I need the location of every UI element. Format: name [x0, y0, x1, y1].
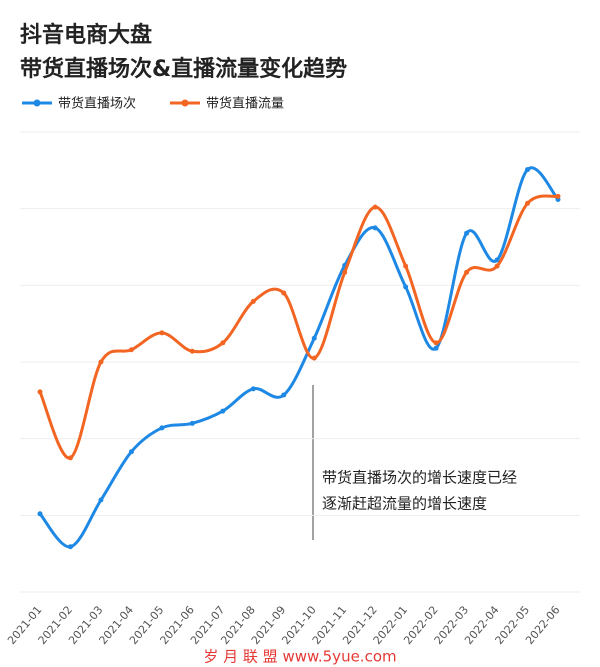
data-point	[311, 335, 317, 341]
data-point	[281, 290, 287, 296]
data-point	[98, 497, 104, 503]
footer-bg	[0, 645, 600, 667]
series-line	[38, 166, 560, 549]
data-point	[281, 392, 287, 398]
data-point	[525, 167, 531, 173]
annotation: 逐渐赶超流量的增长速度	[322, 495, 487, 513]
data-point	[403, 284, 409, 290]
data-point	[189, 420, 195, 426]
data-point	[250, 386, 256, 392]
data-point	[37, 511, 43, 517]
data-point	[372, 204, 378, 210]
data-point	[555, 193, 561, 199]
footer: 岁 月 联 盟 www.5yue.com	[203, 648, 396, 666]
data-point	[372, 225, 378, 231]
annotation: 带货直播场次的增长速度已经	[322, 469, 517, 487]
data-point	[37, 389, 43, 395]
data-point	[98, 359, 104, 365]
legend-dot	[181, 99, 189, 107]
legend-label: 带货直播场次	[58, 96, 136, 112]
data-point	[128, 347, 134, 353]
data-point	[403, 263, 409, 269]
legend-label: 带货直播流量	[206, 96, 284, 112]
series-line	[38, 194, 559, 460]
legend-dot	[33, 99, 41, 107]
data-point	[159, 330, 165, 336]
data-point	[494, 257, 500, 263]
data-point	[342, 269, 348, 275]
data-point	[67, 544, 73, 550]
data-point	[525, 200, 531, 206]
data-point	[220, 340, 226, 346]
data-point	[67, 455, 73, 461]
data-point	[433, 340, 439, 346]
chart-title: 抖音电商大盘	[20, 22, 152, 48]
data-point	[250, 298, 256, 304]
data-point	[433, 345, 439, 351]
data-point	[464, 230, 470, 236]
data-point	[464, 269, 470, 275]
data-point	[311, 355, 317, 361]
chart-subtitle: 带货直播场次&直播流量变化趋势	[20, 56, 347, 82]
data-point	[220, 408, 226, 414]
data-point	[189, 348, 195, 354]
data-point	[128, 449, 134, 455]
data-point	[159, 425, 165, 431]
data-point	[494, 263, 500, 269]
